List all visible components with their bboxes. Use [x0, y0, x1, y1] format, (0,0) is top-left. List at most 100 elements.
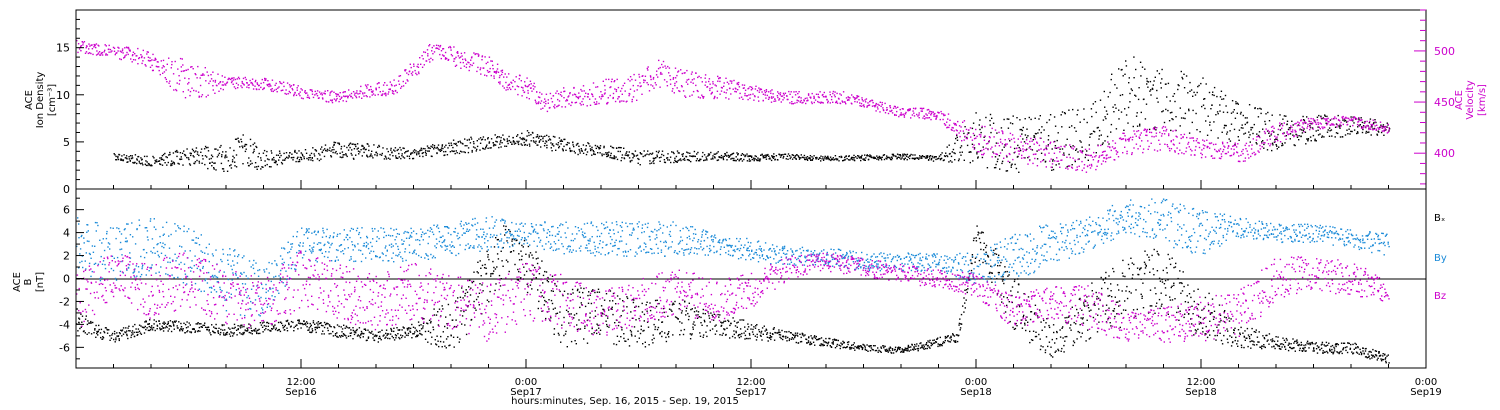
data-point	[405, 69, 407, 71]
data-point	[1174, 151, 1176, 153]
data-point	[1214, 148, 1216, 151]
data-point	[810, 101, 813, 103]
data-point	[1341, 136, 1344, 138]
data-point	[1388, 129, 1390, 131]
data-point	[1063, 112, 1066, 114]
data-point	[233, 86, 236, 88]
data-point	[1317, 129, 1319, 131]
data-point	[1337, 119, 1340, 121]
data-point	[214, 162, 216, 164]
data-point	[454, 152, 456, 155]
data-point	[1193, 140, 1195, 142]
data-point	[1038, 129, 1040, 131]
data-point	[549, 92, 552, 95]
data-point	[856, 95, 858, 97]
data-point	[115, 339, 117, 341]
data-point	[602, 80, 604, 82]
data-point	[125, 327, 127, 329]
data-point	[1135, 95, 1137, 97]
data-point	[309, 331, 311, 333]
data-point	[640, 85, 642, 87]
data-point	[117, 157, 119, 159]
data-point	[882, 154, 885, 157]
data-point	[468, 62, 470, 64]
data-point	[319, 93, 322, 95]
data-point	[121, 159, 123, 161]
data-point	[1089, 154, 1091, 157]
data-point	[171, 164, 173, 166]
data-point	[273, 89, 276, 91]
data-point	[572, 144, 574, 146]
data-point	[194, 331, 196, 333]
data-point	[431, 146, 433, 148]
data-point	[948, 144, 950, 146]
data-point	[88, 322, 90, 324]
data-point	[220, 328, 222, 331]
data-point	[719, 80, 721, 83]
data-point	[275, 154, 278, 156]
data-point	[349, 142, 352, 144]
data-point	[1269, 135, 1271, 137]
data-point	[890, 110, 892, 113]
data-point	[623, 82, 626, 84]
data-point	[913, 115, 916, 117]
top-series-layer	[76, 39, 1391, 173]
data-point	[1005, 154, 1008, 157]
data-point	[1002, 132, 1004, 135]
data-point	[1269, 145, 1271, 147]
data-point	[442, 308, 444, 310]
data-point	[653, 159, 655, 161]
data-point	[752, 93, 754, 95]
data-point	[1073, 127, 1076, 129]
data-point	[475, 298, 478, 301]
data-point	[1272, 144, 1274, 146]
data-point	[652, 85, 654, 87]
data-point	[378, 337, 380, 340]
data-point	[903, 153, 906, 155]
data-point	[118, 154, 121, 156]
data-point	[338, 100, 340, 103]
data-point	[1208, 91, 1211, 94]
data-point	[299, 94, 301, 97]
data-point	[446, 57, 448, 60]
data-point	[863, 106, 865, 108]
data-point	[484, 148, 486, 150]
data-point	[389, 154, 391, 156]
data-point	[210, 334, 212, 336]
data-point	[901, 114, 903, 116]
data-point	[385, 94, 387, 97]
data-point	[1094, 101, 1097, 103]
data-point	[407, 80, 409, 82]
data-point	[981, 156, 984, 159]
data-point	[977, 157, 979, 159]
data-point	[516, 140, 518, 143]
data-point	[568, 95, 570, 97]
data-point	[1357, 120, 1360, 123]
data-point	[440, 50, 443, 52]
data-point	[427, 55, 429, 57]
data-point	[954, 142, 956, 145]
data-point	[266, 321, 269, 324]
data-point	[300, 97, 303, 99]
data-point	[189, 90, 192, 93]
data-point	[704, 77, 706, 79]
data-point	[981, 126, 983, 129]
data-point	[1121, 68, 1123, 71]
data-point	[111, 332, 114, 335]
data-point	[1050, 166, 1052, 168]
data-point	[1049, 141, 1052, 143]
data-point	[1206, 139, 1208, 141]
data-point	[395, 155, 397, 157]
data-point	[561, 148, 564, 150]
data-point	[1115, 153, 1118, 155]
data-point	[586, 105, 588, 107]
data-point	[359, 92, 361, 95]
data-point	[214, 327, 216, 329]
data-point	[471, 64, 473, 67]
data-point	[429, 322, 432, 324]
data-point	[209, 80, 211, 82]
data-point	[363, 151, 365, 154]
data-point	[1298, 124, 1301, 127]
data-point	[346, 95, 348, 97]
data-point	[532, 88, 535, 90]
